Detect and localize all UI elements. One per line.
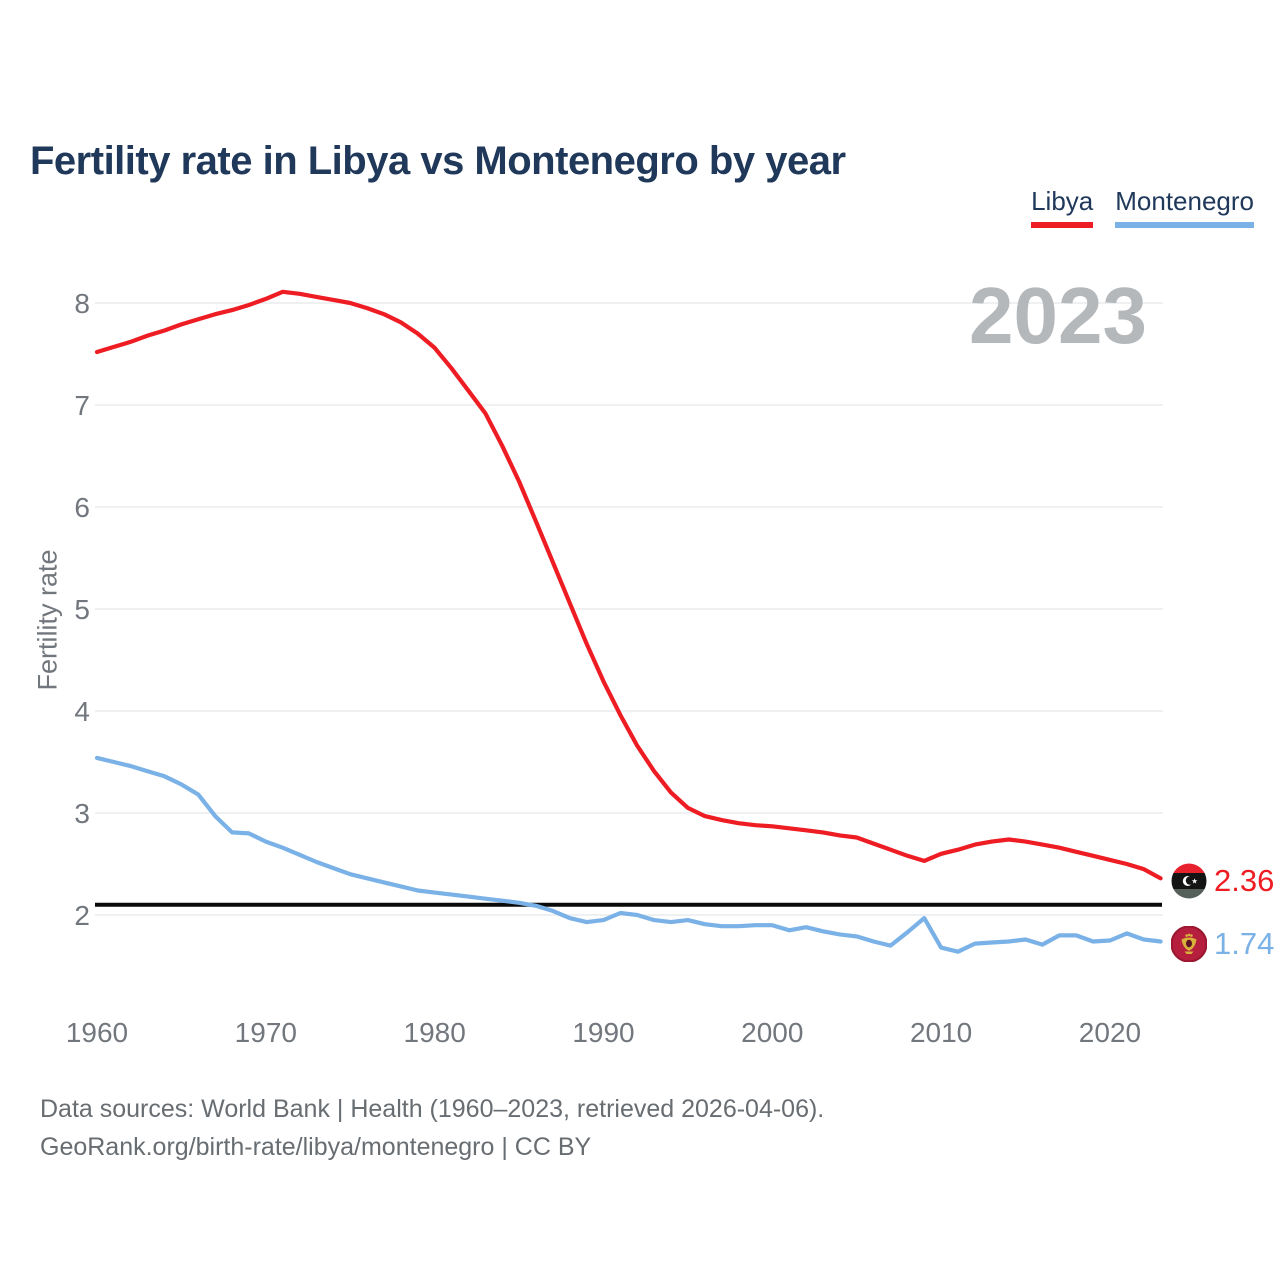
page-title: Fertility rate in Libya vs Montenegro by… (30, 138, 846, 183)
y-tick-label: 5 (74, 594, 90, 625)
series-line-libya (94, 289, 1163, 881)
legend-item-libya[interactable]: Libya (1031, 186, 1094, 228)
series-lines (94, 289, 1163, 954)
libya-flag-icon (1171, 863, 1207, 899)
y-tick-label: 2 (74, 900, 90, 931)
x-tick-label: 1960 (66, 1017, 128, 1048)
x-tick-label: 1990 (572, 1017, 634, 1048)
series-line-montenegro (94, 755, 1163, 954)
source-url-line: GeoRank.org/birth-rate/libya/montenegro … (40, 1133, 592, 1161)
y-tick-label: 7 (74, 390, 90, 421)
data-sources-line: Data sources: World Bank | Health (1960–… (40, 1095, 825, 1123)
end-label-montenegro: 1.74 (1171, 925, 1274, 963)
end-value-montenegro: 1.74 (1214, 926, 1275, 961)
legend-item-montenegro[interactable]: Montenegro (1115, 186, 1254, 228)
y-tick-label: 6 (74, 492, 90, 523)
x-tick-label: 1980 (404, 1017, 466, 1048)
legend: Libya Montenegro (1031, 186, 1254, 228)
y-tick-label: 4 (74, 696, 90, 727)
attribution-footer: Data sources: World Bank | Health (1960–… (40, 1090, 824, 1166)
montenegro-flag-icon (1171, 926, 1207, 962)
watermark-year: 2023 (969, 271, 1147, 360)
x-tick-label: 1970 (235, 1017, 297, 1048)
end-label-libya: 2.36 (1171, 862, 1274, 900)
x-tick-label: 2000 (741, 1017, 803, 1048)
grid-and-ticks: 2 3 4 5 6 7 8 1960 1970 1980 1990 2000 2010 2020 (66, 288, 1163, 1048)
x-tick-label: 2020 (1079, 1017, 1141, 1048)
y-tick-label: 3 (74, 798, 90, 829)
y-tick-label: 8 (74, 288, 90, 319)
end-value-libya: 2.36 (1214, 863, 1275, 898)
x-tick-label: 2010 (910, 1017, 972, 1048)
